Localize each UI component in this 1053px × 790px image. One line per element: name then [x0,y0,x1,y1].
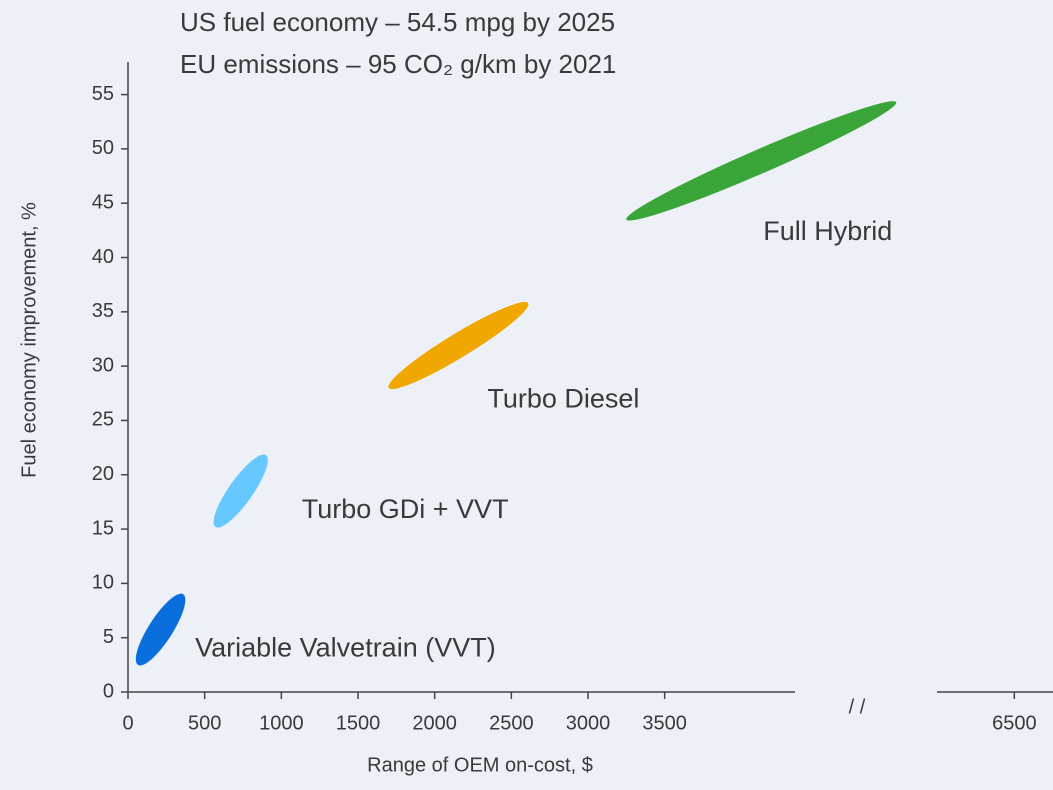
range-ellipse [135,593,186,666]
x-tick-label: 3500 [642,712,687,734]
y-tick-label: 10 [92,572,114,594]
range-ellipse [388,301,529,390]
y-tick-label: 55 [92,83,114,105]
x-tick-label: 6500 [992,712,1037,734]
x-tick-label: 0 [122,712,133,734]
y-tick-label: 0 [103,680,114,702]
y-tick-label: 15 [92,517,114,539]
y-tick-label: 45 [92,191,114,213]
y-axis-label: Fuel economy improvement, % [18,202,40,478]
x-tick-label: 1000 [259,712,304,734]
x-tick-label: 2500 [489,712,534,734]
series-label: Full Hybrid [763,216,892,246]
x-tick-label: 1500 [336,712,381,734]
axis-break: / / [849,696,866,718]
y-tick-label: 35 [92,300,114,322]
y-tick-label: 50 [92,137,114,159]
chart-title: US fuel economy – 54.5 mpg by 2025 [180,7,615,37]
range-ellipse [626,101,897,221]
y-tick-label: 25 [92,409,114,431]
y-tick-label: 5 [103,626,114,648]
x-tick-label: 2000 [412,712,457,734]
y-tick-label: 30 [92,354,114,376]
y-tick-label: 40 [92,246,114,268]
series-label: Turbo GDi + VVT [302,494,509,524]
chart-subtitle: EU emissions – 95 CO₂ g/km by 2021 [180,49,616,79]
x-axis-label: Range of OEM on-cost, $ [367,754,593,776]
series-label: Variable Valvetrain (VVT) [195,633,496,663]
x-tick-label: 500 [188,712,221,734]
x-tick-label: 3000 [566,712,611,734]
y-tick-label: 20 [92,463,114,485]
series-label: Turbo Diesel [487,384,639,414]
range-ellipse [213,454,268,528]
